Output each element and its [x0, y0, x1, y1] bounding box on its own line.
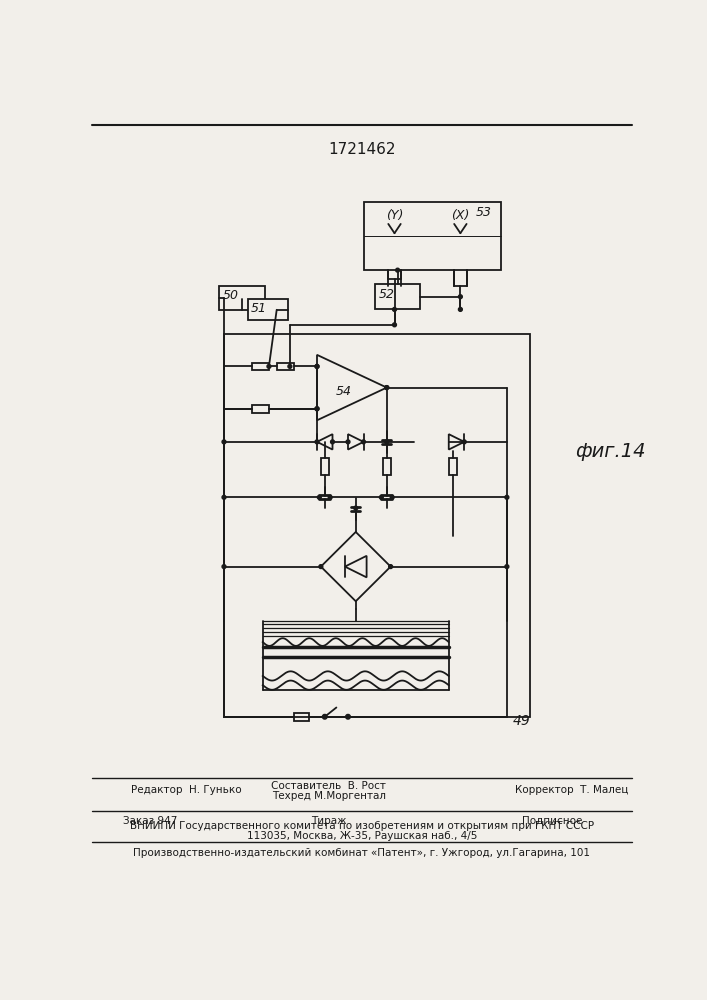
Text: Производственно-издательский комбинат «Патент», г. Ужгород, ул.Гагарина, 101: Производственно-издательский комбинат «П… — [134, 848, 590, 858]
Text: Подписное: Подписное — [522, 816, 583, 826]
Text: ВНИИПИ Государственного комитета по изобретениям и открытиям при ГКНТ СССР: ВНИИПИ Государственного комитета по изоб… — [130, 821, 594, 831]
Circle shape — [389, 565, 392, 569]
Text: Тираж: Тираж — [311, 816, 346, 826]
Text: 52: 52 — [379, 288, 395, 301]
Text: Редактор  Н. Гунько: Редактор Н. Гунько — [131, 785, 242, 795]
Circle shape — [319, 565, 323, 569]
Circle shape — [346, 440, 350, 444]
Circle shape — [222, 495, 226, 499]
Circle shape — [380, 495, 383, 499]
Text: 113035, Москва, Ж-35, Раушская наб., 4/5: 113035, Москва, Ж-35, Раушская наб., 4/5 — [247, 831, 477, 841]
Circle shape — [346, 714, 351, 719]
Bar — [252, 405, 269, 413]
Circle shape — [361, 440, 366, 444]
Text: фиг.14: фиг.14 — [575, 442, 645, 461]
Circle shape — [322, 714, 327, 719]
Text: (Y): (Y) — [386, 209, 403, 222]
Text: 51: 51 — [251, 302, 267, 315]
Bar — [224, 334, 530, 717]
Circle shape — [288, 364, 292, 368]
Text: 50: 50 — [223, 289, 238, 302]
Bar — [363, 202, 501, 270]
Bar — [375, 284, 420, 309]
Bar — [276, 363, 293, 370]
Circle shape — [390, 495, 394, 499]
Circle shape — [331, 440, 334, 444]
Circle shape — [505, 495, 509, 499]
Bar — [248, 299, 288, 320]
Text: Заказ 947: Заказ 947 — [123, 816, 177, 826]
Circle shape — [328, 495, 332, 499]
Circle shape — [385, 440, 389, 444]
Circle shape — [315, 364, 319, 368]
Circle shape — [385, 386, 389, 389]
Circle shape — [222, 565, 226, 569]
Text: 53: 53 — [476, 206, 492, 219]
Circle shape — [315, 364, 319, 368]
Bar — [293, 713, 309, 721]
Circle shape — [222, 440, 226, 444]
Circle shape — [505, 565, 509, 569]
Circle shape — [385, 386, 389, 389]
Circle shape — [392, 323, 397, 327]
Text: 54: 54 — [336, 385, 352, 398]
Text: 49: 49 — [513, 714, 531, 728]
Circle shape — [317, 495, 321, 499]
Circle shape — [315, 440, 319, 444]
Bar — [449, 458, 457, 475]
Circle shape — [392, 307, 397, 311]
Circle shape — [315, 407, 319, 411]
Text: 1721462: 1721462 — [328, 142, 396, 157]
Circle shape — [354, 506, 358, 510]
Text: Составитель  В. Рост: Составитель В. Рост — [271, 781, 386, 791]
Text: (X): (X) — [451, 209, 469, 222]
Circle shape — [462, 440, 466, 444]
Bar — [252, 363, 269, 370]
Text: Корректор  Т. Малец: Корректор Т. Малец — [515, 785, 628, 795]
Circle shape — [267, 364, 271, 368]
Text: Техред М.Моргентал: Техред М.Моргентал — [271, 791, 385, 801]
Bar — [218, 286, 265, 310]
Circle shape — [396, 268, 399, 272]
Circle shape — [315, 407, 319, 411]
Bar — [383, 458, 391, 475]
Circle shape — [458, 307, 462, 311]
Bar — [321, 458, 329, 475]
Circle shape — [458, 295, 462, 299]
